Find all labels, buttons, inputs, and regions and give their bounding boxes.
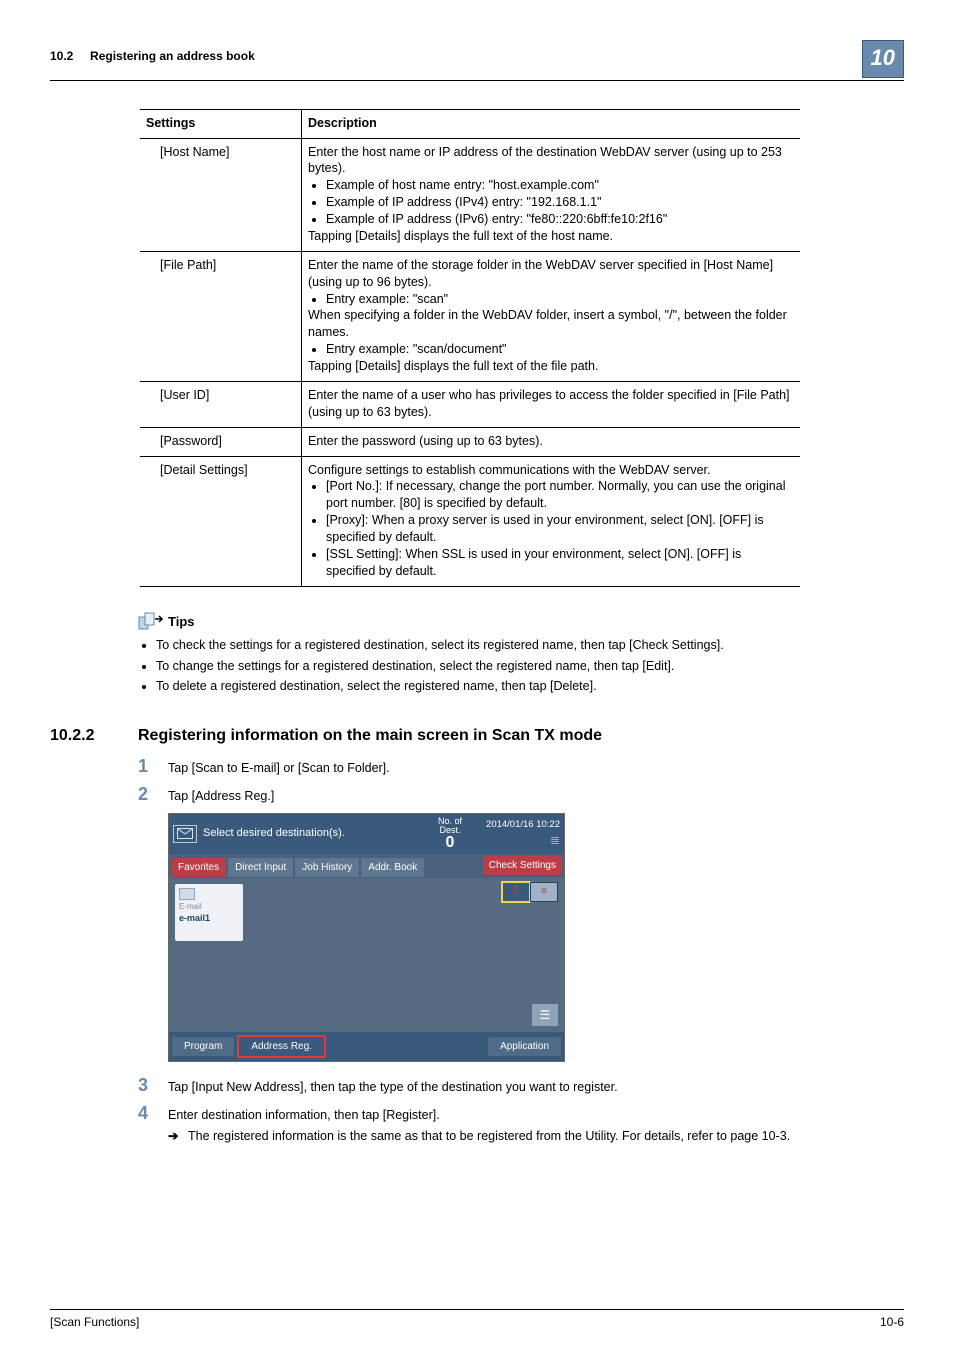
ss-title-text: Select desired destination(s).: [203, 826, 438, 841]
ss-dest-count: No. of Dest. 0: [438, 817, 464, 851]
thumb-label: e-mail1: [179, 912, 239, 924]
desc-text: Enter the name of the storage folder in …: [308, 258, 773, 289]
desc-bullet: [SSL Setting]: When SSL is used in your …: [326, 546, 794, 580]
desc-bullet: Example of IP address (IPv6) entry: "fe8…: [326, 211, 794, 228]
table-row: [Password] Enter the password (using up …: [140, 427, 800, 456]
thumb-type: E-mail: [179, 902, 239, 913]
desc-bullet: [Port No.]: If necessary, change the por…: [326, 478, 794, 512]
footer-right: 10-6: [880, 1314, 904, 1330]
step-3: 3 Tap [Input New Address], then tap the …: [138, 1076, 904, 1096]
page-footer: [Scan Functions] 10-6: [50, 1309, 904, 1330]
desc-text: Tapping [Details] displays the full text…: [308, 229, 613, 243]
ss-datetime: 2014/01/16 10:22 ≣: [464, 819, 560, 848]
setting-description: Enter the name of the storage folder in …: [302, 251, 801, 381]
desc-bullet: Example of host name entry: "host.exampl…: [326, 177, 794, 194]
step-number: 1: [138, 757, 168, 777]
tips-icon: [138, 611, 164, 633]
setting-name: [User ID]: [140, 381, 302, 427]
setting-name: [Host Name]: [140, 138, 302, 251]
table-row: [User ID] Enter the name of a user who h…: [140, 381, 800, 427]
tab-favorites[interactable]: Favorites: [171, 858, 226, 878]
step-text: Enter destination information, then tap …: [168, 1104, 904, 1145]
tips-label: Tips: [168, 613, 195, 631]
tips-heading: Tips: [138, 611, 904, 633]
view-toggle: ⠿ ≡: [502, 882, 558, 902]
setting-name: [File Path]: [140, 251, 302, 381]
address-reg-button[interactable]: Address Reg.: [237, 1035, 326, 1059]
application-button[interactable]: Application: [488, 1037, 561, 1057]
ss-body: E-mail e-mail1 ⠿ ≡ ☰: [169, 878, 564, 1032]
subsection-title: Registering information on the main scre…: [138, 725, 602, 747]
step-text: Tap [Scan to E-mail] or [Scan to Folder]…: [168, 757, 904, 777]
tips-item: To check the settings for a registered d…: [156, 637, 904, 654]
header-section-title: 10.2 Registering an address book: [50, 40, 255, 64]
destination-thumbnail[interactable]: E-mail e-mail1: [175, 884, 243, 941]
setting-description: Enter the name of a user who has privile…: [302, 381, 801, 427]
tips-item: To delete a registered destination, sele…: [156, 678, 904, 695]
step-text: Tap [Address Reg.]: [168, 785, 904, 805]
ss-dest-label: No. of Dest.: [438, 817, 462, 835]
tab-direct-input[interactable]: Direct Input: [228, 858, 293, 878]
step-1: 1 Tap [Scan to E-mail] or [Scan to Folde…: [138, 757, 904, 777]
list-view-icon[interactable]: ≡: [530, 882, 558, 902]
desc-text: Tapping [Details] displays the full text…: [308, 359, 598, 373]
step-4: 4 Enter destination information, then ta…: [138, 1104, 904, 1145]
header-title-text: Registering an address book: [90, 49, 255, 63]
table-row: [Host Name] Enter the host name or IP ad…: [140, 138, 800, 251]
chapter-number-badge: 10: [862, 40, 904, 78]
table-header-description: Description: [302, 109, 801, 138]
arrow-icon: ➔: [168, 1128, 188, 1145]
desc-bullet: Entry example: "scan": [326, 291, 794, 308]
desc-bullet: Entry example: "scan/document": [326, 341, 794, 358]
email-icon: [179, 888, 195, 900]
desc-bullet: Example of IP address (IPv4) entry: "192…: [326, 194, 794, 211]
step-number: 2: [138, 785, 168, 805]
subsection-heading: 10.2.2 Registering information on the ma…: [50, 725, 904, 747]
step-text: Tap [Input New Address], then tap the ty…: [168, 1076, 904, 1096]
table-row: [Detail Settings] Configure settings to …: [140, 456, 800, 586]
desc-text: When specifying a folder in the WebDAV f…: [308, 308, 787, 339]
tips-item: To change the settings for a registered …: [156, 658, 904, 675]
program-button[interactable]: Program: [172, 1037, 234, 1057]
desc-bullet: [Proxy]: When a proxy server is used in …: [326, 512, 794, 546]
setting-description: Enter the password (using up to 63 bytes…: [302, 427, 801, 456]
subsection-number: 10.2.2: [50, 725, 138, 747]
page-header: 10.2 Registering an address book 10: [50, 40, 904, 81]
desc-text: Enter the host name or IP address of the…: [308, 145, 782, 176]
setting-name: [Detail Settings]: [140, 456, 302, 586]
ss-bottom-bar: Program Address Reg. Application: [169, 1032, 564, 1062]
envelope-icon: [173, 825, 197, 843]
setting-name: [Password]: [140, 427, 302, 456]
setting-description: Configure settings to establish communic…: [302, 456, 801, 586]
tips-list: To check the settings for a registered d…: [138, 637, 904, 696]
embedded-screenshot: Select desired destination(s). No. of De…: [168, 813, 904, 1063]
table-row: [File Path] Enter the name of the storag…: [140, 251, 800, 381]
ss-tab-bar: Favorites Direct Input Job History Addr.…: [169, 854, 564, 878]
header-section-number: 10.2: [50, 49, 73, 63]
step-number: 3: [138, 1076, 168, 1096]
tab-addr-book[interactable]: Addr. Book: [361, 858, 424, 878]
grid-view-icon[interactable]: ⠿: [502, 882, 530, 902]
step-number: 4: [138, 1104, 168, 1145]
ss-dest-number: 0: [438, 835, 462, 851]
menu-icon[interactable]: ☰: [532, 1004, 558, 1026]
table-header-settings: Settings: [140, 109, 302, 138]
ss-titlebar: Select desired destination(s). No. of De…: [169, 814, 564, 854]
step-2: 2 Tap [Address Reg.]: [138, 785, 904, 805]
footer-left: [Scan Functions]: [50, 1314, 139, 1330]
settings-table: Settings Description [Host Name] Enter t…: [140, 109, 800, 587]
desc-text: Configure settings to establish communic…: [308, 463, 711, 477]
setting-description: Enter the host name or IP address of the…: [302, 138, 801, 251]
tab-job-history[interactable]: Job History: [295, 858, 359, 878]
check-settings-button[interactable]: Check Settings: [483, 856, 562, 876]
substep-text: The registered information is the same a…: [188, 1128, 790, 1145]
